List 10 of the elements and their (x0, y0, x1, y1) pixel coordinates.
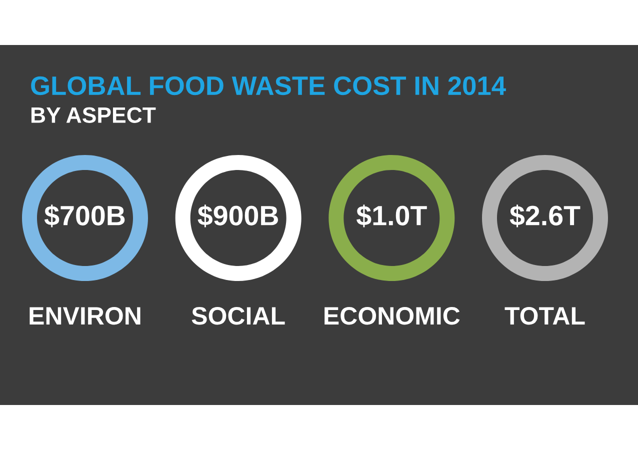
category-label: TOTAL (504, 307, 585, 325)
data-label: $900B (198, 204, 278, 228)
category-label: ENVIRON (30, 307, 140, 325)
data-label: $2.6T (510, 204, 580, 228)
data-label: $700B (44, 204, 125, 228)
text: BY ASPECT (31, 107, 156, 123)
data-label: $1.0T (356, 204, 427, 228)
text: GLOBAL FOOD WASTE COST IN 2014 (31, 76, 506, 96)
category-label: SOCIAL (192, 307, 285, 325)
category-label: ECONOMIC (324, 307, 460, 325)
